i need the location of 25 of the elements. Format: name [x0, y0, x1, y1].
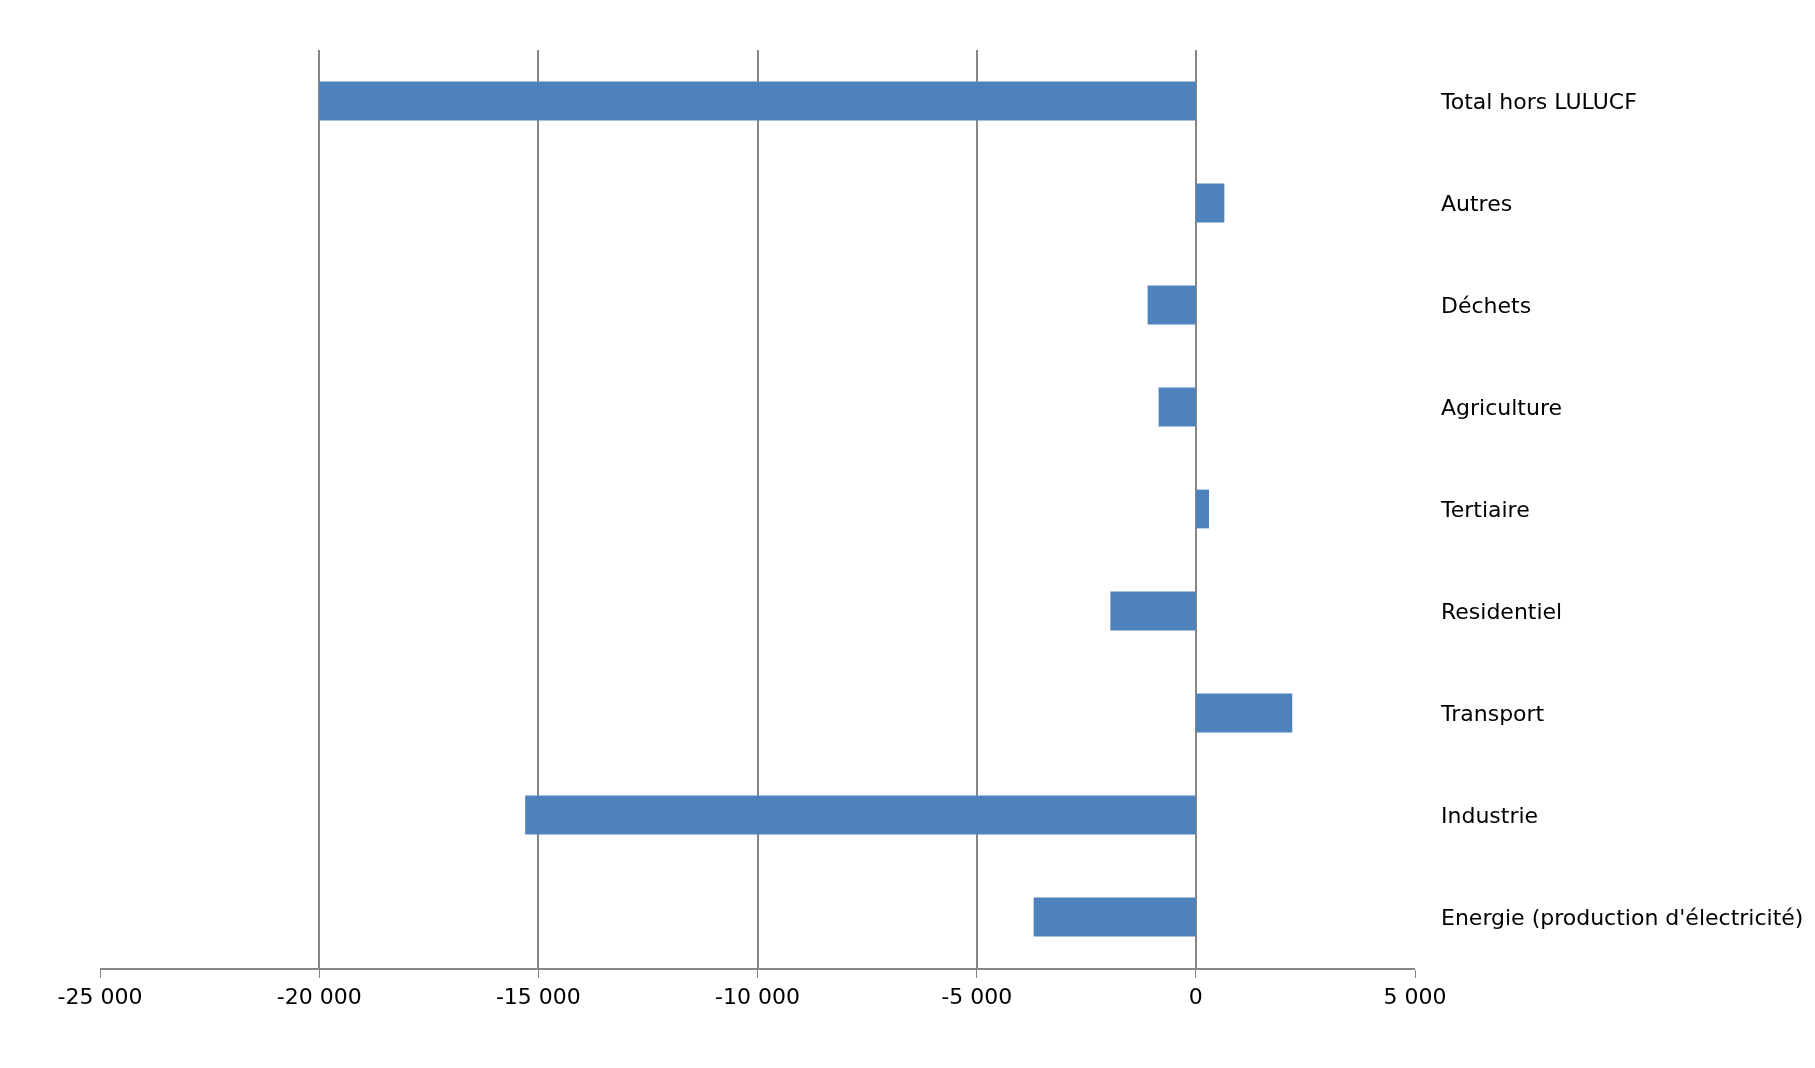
bar [1195, 693, 1293, 733]
y-tick-label: Residentiel [1441, 598, 1563, 624]
x-tick-label: -25 000 [57, 984, 143, 1010]
bar [525, 795, 1196, 835]
y-tick-label: Industrie [1441, 802, 1539, 828]
y-tick-label: Agriculture [1441, 394, 1562, 420]
bar [1147, 285, 1196, 325]
y-tick-label: Tertiaire [1440, 496, 1530, 522]
x-tick-label: 5 000 [1383, 984, 1447, 1010]
y-tick-label: Total hors LULUCF [1440, 88, 1637, 114]
bar [1033, 897, 1196, 937]
x-tick-label: -5 000 [941, 984, 1013, 1010]
y-tick-label: Déchets [1441, 292, 1532, 318]
y-tick-label: Transport [1440, 700, 1545, 726]
bar [1110, 591, 1196, 631]
bar [1158, 387, 1196, 427]
x-tick-label: 0 [1188, 984, 1203, 1010]
bar [319, 81, 1196, 121]
x-tick-label: -10 000 [715, 984, 800, 1010]
y-tick-label: Energie (production d'électricité) [1441, 904, 1804, 930]
y-tick-label: Autres [1441, 190, 1513, 216]
bar [1195, 489, 1209, 529]
x-tick-label: -20 000 [276, 984, 362, 1010]
bar [1195, 183, 1225, 223]
x-tick-label: -15 000 [495, 984, 581, 1010]
